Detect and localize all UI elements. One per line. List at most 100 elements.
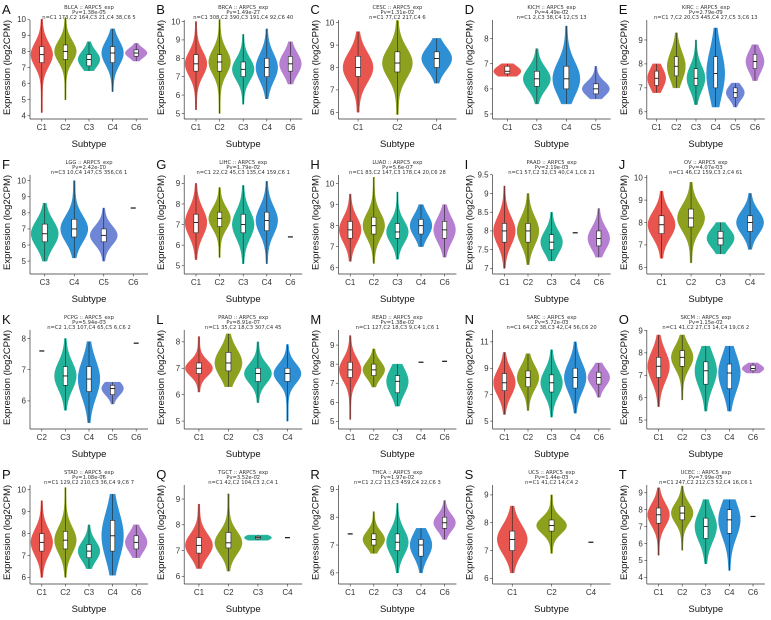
panel-f-pvalue: Pv=2.42e-10	[72, 165, 106, 171]
panel-m-y-tick-label: 9	[330, 341, 335, 350]
panel-o-y-tick-label: 8	[638, 349, 643, 358]
panel-b-y-tick-label: 5	[176, 109, 181, 118]
panel-g-x-tick-label: C1	[191, 278, 202, 287]
panel-m-y-label: Expression (log2CPM)	[310, 330, 321, 425]
panel-q-y-tick-label: 7	[176, 546, 181, 555]
panel-k-box-c5	[110, 385, 116, 395]
panel-f-x-label: Subtype	[72, 294, 107, 305]
panel-t-y-tick-label: 4	[638, 573, 643, 582]
panel-c-y-tick-label: 7	[330, 86, 335, 95]
panel-f-y-tick-label: 5	[22, 257, 27, 266]
panel-s-box-c1	[509, 530, 516, 551]
panel-t-x-tick-label: C3	[701, 588, 712, 597]
panel-e-y-label: Expression (log2CPM)	[619, 20, 630, 115]
panel-a-box-c4	[110, 46, 116, 63]
panel-l-box-c3	[255, 367, 261, 382]
panel-i-x-tick-label: C4	[570, 278, 581, 287]
panel-a-counts: n=C1 173,C2 164,C3 21,C4 38,C6 5	[42, 15, 135, 21]
panel-a-y-tick-label: 6	[22, 79, 27, 88]
panel-i-y-tick-label: 7	[484, 264, 489, 273]
panel-s-x-label: Subtype	[534, 604, 569, 615]
panel-c-box-c4	[433, 51, 440, 68]
panel-f-counts: n=C3 10,C4 147,C5 356,C6 1	[51, 170, 128, 176]
panel-t-y-tick-label: 5	[638, 556, 643, 565]
panel-p-title: STAD :: ARPC5_exp	[64, 470, 114, 476]
panel-n-y-tick-label: 5	[484, 417, 489, 426]
panel-j-y-tick-label: 10	[634, 174, 643, 183]
panel-f-y-tick-label: 6	[22, 241, 27, 250]
panel-c-x-tick-label: C4	[432, 123, 443, 132]
panel-e-letter: E	[619, 2, 628, 17]
panel-a-letter: A	[2, 2, 11, 17]
panel-e-box-c3	[693, 68, 699, 86]
panel-a-y-tick-label: 10	[17, 15, 26, 24]
panel-l-y-tick-label: 6	[176, 390, 181, 399]
panel-t-box-c4	[726, 509, 732, 534]
panel-b-x-tick-label: C3	[238, 123, 249, 132]
panel-s-x-tick-label: C4	[586, 588, 597, 597]
panel-i-y-label: Expression (log2CPM)	[465, 175, 476, 270]
panel-c-x-tick-label: C2	[392, 123, 403, 132]
panel-g-y-tick-label: 8	[176, 200, 181, 209]
panel-m-y-tick-label: 7	[330, 379, 335, 388]
panel-d-letter: D	[465, 2, 474, 17]
panel-k-counts: n=C2 1,C3 107,C4 65,C5 6,C6 2	[47, 325, 131, 331]
panel-s-pvalue: Pv=1.44e-03	[535, 475, 569, 481]
panel-a-y-tick-label: 8	[22, 47, 27, 56]
panel-g-y-tick-label: 6	[176, 241, 181, 250]
panel-a-box-c2	[62, 44, 68, 60]
panel-m-y-tick-label: 5	[330, 417, 335, 426]
panel-k-y-tick-label: 6	[22, 397, 27, 406]
panel-f-x-tick-label: C3	[40, 278, 51, 287]
panel-j-x-tick-label: C4	[745, 278, 756, 287]
panel-g-x-tick-label: C6	[285, 278, 296, 287]
panel-f-y-tick-label: 7	[22, 225, 27, 234]
panel-o-box-c3	[703, 361, 709, 385]
panel-e-x-tick-label: C4	[711, 123, 722, 132]
panel-g-y-tick-label: 7	[176, 220, 181, 229]
panel-d-x-tick-label: C5	[591, 123, 602, 132]
panel-p-y-tick-label: 6	[22, 573, 27, 582]
panel-t-x-tick-label: C2	[677, 588, 688, 597]
panel-p-x-tick-label: C6	[131, 588, 142, 597]
panel-n-letter: N	[465, 312, 474, 327]
panel-d-x-tick-label: C3	[532, 123, 543, 132]
panel-e-x-tick-label: C5	[730, 123, 741, 132]
panel-g-pvalue: Pv=1.79e-02	[226, 165, 260, 171]
panel-q-counts: n=C1 42,C2 104,C3 2,C4 1	[208, 480, 278, 486]
panel-q-x-label: Subtype	[226, 604, 261, 615]
panel-b-x-tick-label: C6	[285, 123, 296, 132]
panel-n-y-tick-label: 9	[484, 364, 489, 373]
panel-q-x-tick-label: C2	[223, 588, 234, 597]
panel-n-box-c4	[572, 367, 578, 389]
panel-n-y-tick-label: 11	[480, 338, 489, 347]
panel-k-x-tick-label: C3	[60, 433, 71, 442]
panel-k-x-label: Subtype	[72, 449, 107, 460]
panel-m-pvalue: Pv=1.38e-02	[381, 320, 415, 326]
panel-r-y-tick-label: 7	[330, 541, 335, 550]
panel-j-pvalue: Pv=4.07e-03	[689, 165, 723, 171]
panel-o-y-tick-label: 9	[638, 326, 643, 335]
panel-p-y-tick-label: 7	[22, 551, 27, 560]
panel-d-box-c4	[563, 65, 570, 90]
panel-q-box-c2	[225, 532, 232, 549]
panel-c-box-c2	[394, 51, 401, 73]
panel-d-x-tick-label: C1	[502, 123, 513, 132]
panel-l-x-tick-label: C1	[194, 433, 205, 442]
panel-l-y-tick-label: 8	[176, 338, 181, 347]
panel-n-x-tick-label: C4	[570, 433, 581, 442]
panel-f-x-tick-label: C4	[69, 278, 80, 287]
panel-c-y-tick-label: 9	[330, 41, 335, 50]
panel-i-x-label: Subtype	[534, 294, 569, 305]
panel-m-y-tick-label: 6	[330, 398, 335, 407]
panel-n-counts: n=C1 64,C2 38,C3 42,C4 56,C6 20	[507, 325, 597, 331]
panel-d-y-label: Expression (log2CPM)	[465, 20, 476, 115]
panel-a-box-c3	[86, 54, 92, 67]
panel-o-box-c1	[656, 357, 662, 378]
panel-e-y-tick-label: 9	[638, 36, 643, 45]
panel-k-pvalue: Pv=5.94e-03	[72, 320, 106, 326]
panel-k-letter: K	[2, 312, 11, 327]
panel-g-box-c4	[264, 211, 270, 232]
